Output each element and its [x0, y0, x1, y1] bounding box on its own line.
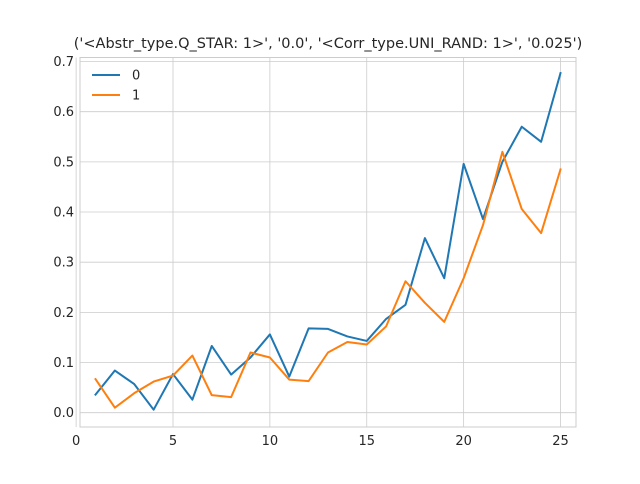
- x-tick-label: 5: [169, 434, 177, 449]
- y-tick-label: 0.0: [53, 406, 74, 421]
- series-lines: [94, 71, 562, 411]
- legend-label-0: 0: [132, 69, 140, 84]
- grid-lines: [75, 57, 576, 427]
- y-tick-label: 0.2: [53, 306, 74, 321]
- y-tick-label: 0.7: [53, 55, 74, 70]
- x-tick-label: 20: [455, 434, 472, 449]
- y-tick-label: 0.3: [53, 256, 74, 271]
- x-tick-label: 10: [262, 434, 279, 449]
- y-tick-label: 0.4: [53, 206, 74, 221]
- y-tick-label: 0.5: [53, 155, 74, 170]
- legend-label-1: 1: [132, 89, 140, 104]
- series-line-0: [94, 71, 562, 411]
- y-tick-label: 0.6: [53, 105, 74, 120]
- legend: 01: [92, 69, 140, 104]
- y-tick-label: 0.1: [53, 356, 74, 371]
- x-tick-label: 25: [552, 434, 569, 449]
- chart-title: ('<Abstr_type.Q_STAR: 1>', '0.0', '<Corr…: [74, 36, 583, 52]
- plot-frame: [79, 57, 577, 428]
- series-line-1: [94, 150, 562, 409]
- x-tick-label: 0: [72, 434, 80, 449]
- axis-tick-labels: 0 5 10 15 20 250.00.10.20.30.40.50.60.7: [53, 55, 568, 449]
- x-tick-label: 15: [358, 434, 375, 449]
